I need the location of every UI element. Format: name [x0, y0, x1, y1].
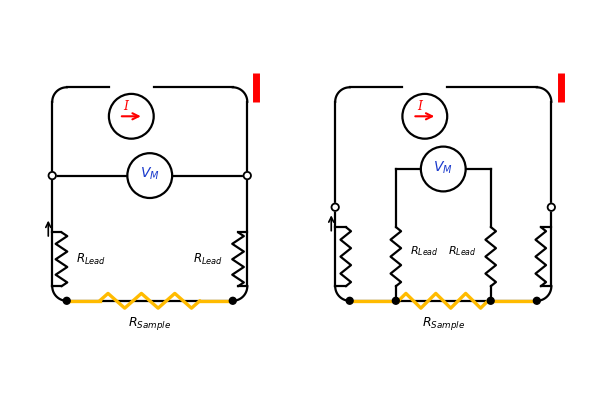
Text: $R_{Lead}$: $R_{Lead}$: [410, 245, 439, 258]
Circle shape: [533, 298, 540, 304]
Text: I: I: [417, 100, 422, 113]
Circle shape: [392, 298, 400, 304]
Circle shape: [346, 298, 353, 304]
Circle shape: [244, 172, 251, 179]
Circle shape: [229, 298, 236, 304]
Text: $R_{Lead}$: $R_{Lead}$: [447, 245, 476, 258]
Circle shape: [49, 172, 56, 179]
Circle shape: [487, 298, 494, 304]
Circle shape: [109, 94, 154, 139]
Circle shape: [421, 147, 465, 191]
Circle shape: [128, 153, 172, 198]
Circle shape: [403, 94, 447, 139]
Text: I: I: [123, 100, 128, 113]
Text: $R_{Sample}$: $R_{Sample}$: [422, 315, 465, 332]
Text: $V_M$: $V_M$: [434, 160, 453, 176]
Text: $R_{Lead}$: $R_{Lead}$: [193, 252, 223, 267]
Circle shape: [331, 204, 339, 211]
Text: $R_{Sample}$: $R_{Sample}$: [128, 315, 171, 332]
Text: $V_M$: $V_M$: [140, 166, 159, 182]
Circle shape: [63, 298, 70, 304]
Circle shape: [547, 204, 555, 211]
Text: $R_{Lead}$: $R_{Lead}$: [76, 252, 106, 267]
